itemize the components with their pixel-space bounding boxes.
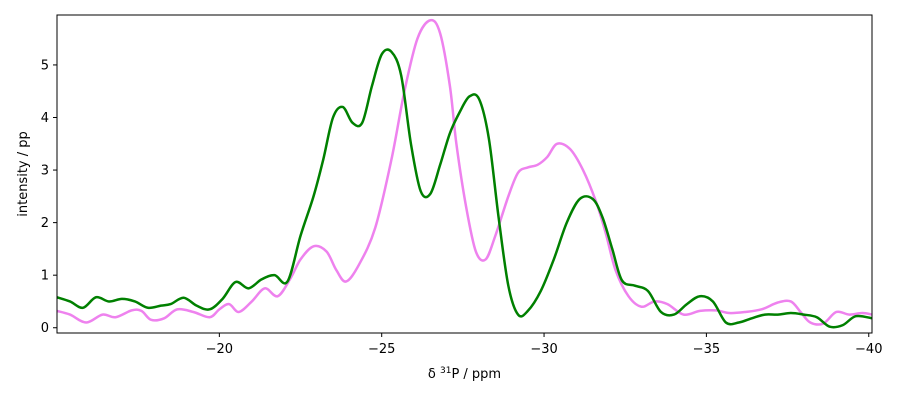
x-tick-label: −40 [855, 342, 882, 357]
x-tick-label: −20 [206, 342, 233, 357]
plot-area [57, 15, 872, 333]
y-tick-label: 1 [41, 269, 49, 284]
y-tick-label: 2 [41, 216, 49, 231]
series-line-1 [57, 18, 872, 326]
x-axis-label-prefix: δ [428, 367, 440, 382]
y-tick-label: 3 [41, 164, 49, 179]
x-axis-label-superscript: 31 [440, 366, 451, 376]
x-axis: −20 −25 −30 −35 −40 [206, 333, 882, 357]
x-tick-label: −30 [530, 342, 557, 357]
plot-frame [56, 14, 873, 334]
x-axis-label-suffix: P / ppm [451, 367, 501, 382]
y-axis: 0 1 2 3 4 5 [41, 58, 57, 336]
y-tick-label: 0 [41, 321, 49, 336]
x-tick-label: −35 [693, 342, 720, 357]
series-group [57, 18, 872, 329]
x-axis-label: δ 31P / ppm [428, 366, 501, 382]
y-tick-label: 4 [41, 111, 49, 126]
series-line-2 [57, 48, 872, 329]
x-tick-label: −25 [368, 342, 395, 357]
y-axis-label: intensity / pp [16, 131, 31, 217]
y-tick-label: 5 [41, 58, 49, 73]
